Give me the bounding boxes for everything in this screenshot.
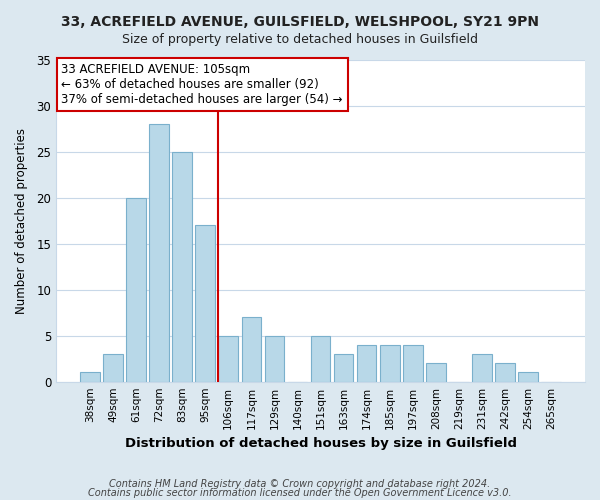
Bar xyxy=(357,345,376,382)
Bar xyxy=(495,364,515,382)
Bar xyxy=(103,354,123,382)
Text: Contains public sector information licensed under the Open Government Licence v3: Contains public sector information licen… xyxy=(88,488,512,498)
Bar xyxy=(218,336,238,382)
Bar xyxy=(242,318,261,382)
Bar xyxy=(311,336,331,382)
Bar xyxy=(80,372,100,382)
Bar xyxy=(126,198,146,382)
Text: 33, ACREFIELD AVENUE, GUILSFIELD, WELSHPOOL, SY21 9PN: 33, ACREFIELD AVENUE, GUILSFIELD, WELSHP… xyxy=(61,15,539,29)
Bar xyxy=(334,354,353,382)
Y-axis label: Number of detached properties: Number of detached properties xyxy=(15,128,28,314)
Bar xyxy=(518,372,538,382)
Bar xyxy=(149,124,169,382)
Text: Size of property relative to detached houses in Guilsfield: Size of property relative to detached ho… xyxy=(122,32,478,46)
Bar xyxy=(472,354,492,382)
Bar xyxy=(172,152,192,382)
Bar xyxy=(403,345,422,382)
Bar xyxy=(265,336,284,382)
X-axis label: Distribution of detached houses by size in Guilsfield: Distribution of detached houses by size … xyxy=(125,437,517,450)
Bar xyxy=(196,226,215,382)
Bar xyxy=(380,345,400,382)
Bar xyxy=(426,364,446,382)
Text: 33 ACREFIELD AVENUE: 105sqm
← 63% of detached houses are smaller (92)
37% of sem: 33 ACREFIELD AVENUE: 105sqm ← 63% of det… xyxy=(61,63,343,106)
Text: Contains HM Land Registry data © Crown copyright and database right 2024.: Contains HM Land Registry data © Crown c… xyxy=(109,479,491,489)
